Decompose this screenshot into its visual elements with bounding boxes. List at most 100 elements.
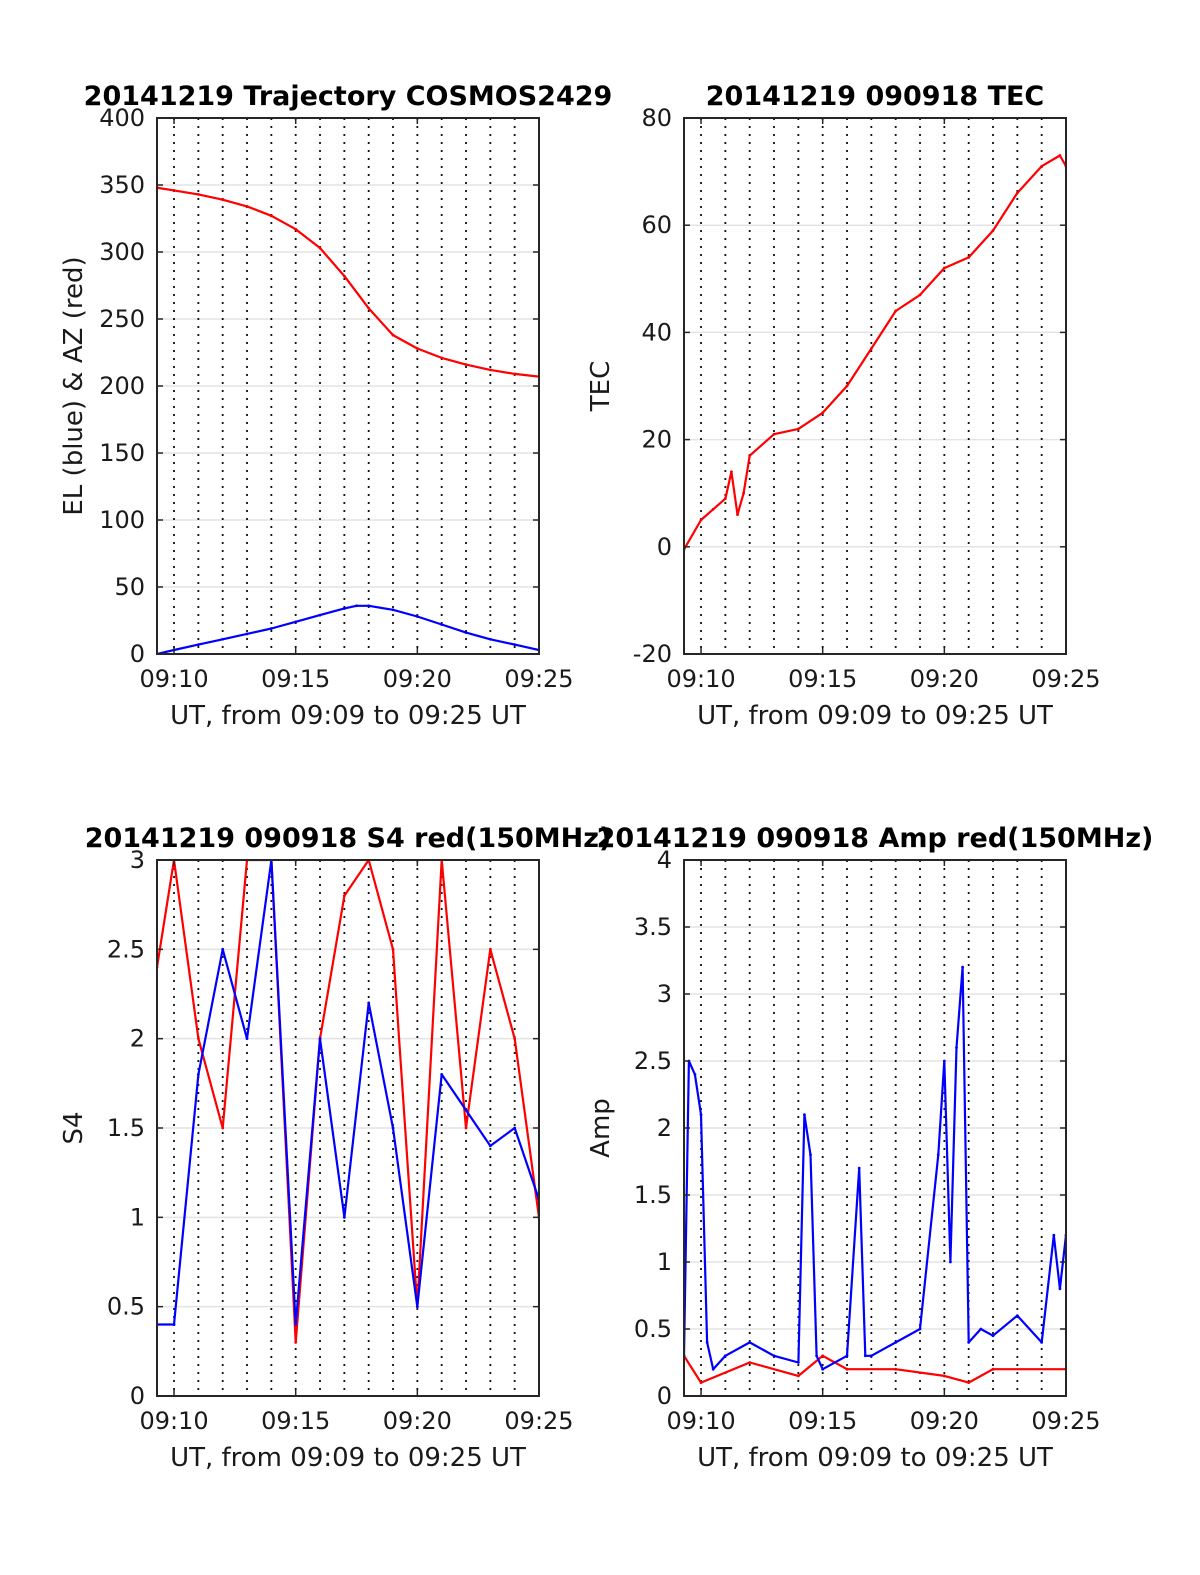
y-tick-label: 3.5 (634, 913, 672, 941)
x-tick-label: 09:20 (383, 1407, 452, 1435)
y-tick-label: 4 (657, 846, 672, 874)
data-point (699, 518, 703, 522)
data-point (942, 1374, 946, 1378)
data-point (821, 411, 825, 415)
data-point (796, 1361, 800, 1364)
data-point (172, 1323, 176, 1326)
data-point (869, 347, 873, 350)
data-point (196, 192, 200, 196)
data-point (367, 1001, 371, 1005)
y-tick-label: 2 (657, 1114, 672, 1142)
x-tick-label: 09:25 (504, 665, 573, 693)
data-point (318, 613, 322, 617)
data-point (772, 1354, 776, 1358)
series-group (157, 186, 539, 654)
data-point (748, 454, 752, 458)
y-tick-label: 3 (657, 980, 672, 1008)
y-tick-label: 2.5 (107, 935, 145, 963)
x-tick-label: 09:10 (666, 665, 735, 693)
data-point (488, 947, 492, 951)
x-tick-label: 09:15 (261, 1407, 330, 1435)
y-axis-label: TEC (586, 361, 616, 412)
y-axis-label: S4 (59, 1111, 89, 1144)
data-point (513, 372, 517, 376)
data-point (955, 1046, 958, 1049)
data-point (355, 604, 358, 608)
data-point (464, 1126, 468, 1130)
data-point (803, 1113, 806, 1116)
y-tick-label: 20 (641, 426, 672, 454)
data-point (742, 491, 746, 495)
data-point (809, 1153, 812, 1157)
data-point (967, 255, 971, 259)
data-point (245, 205, 249, 208)
x-tick-label: 09:25 (1031, 665, 1100, 693)
chart-title: 20141219 Trajectory COSMOS2429 (84, 81, 613, 112)
y-tick-label: 2.5 (634, 1047, 672, 1075)
y-tick-label: 0.5 (107, 1293, 145, 1321)
data-point (869, 1354, 873, 1358)
x-axis-label: UT, from 09:09 to 09:25 UT (170, 1443, 526, 1473)
x-tick-label: 09:10 (666, 1407, 735, 1435)
data-point (391, 608, 395, 612)
data-point (942, 266, 946, 270)
data-point (488, 368, 492, 372)
data-point (391, 333, 395, 337)
series-group (684, 965, 1066, 1384)
data-point (318, 1037, 322, 1041)
axes-box (683, 117, 1067, 655)
data-point (269, 214, 273, 218)
data-point (294, 227, 298, 231)
x-tick-label: 09:20 (383, 665, 452, 693)
chart-panel-4: 0 0.5 1 1.5 2 2.5 3 3.5 4 09:10 09:15 09:20 09:25 201… (586, 823, 1153, 1473)
data-point (1058, 1287, 1062, 1291)
data-point (711, 507, 715, 511)
data-point (730, 470, 733, 474)
data-point (1015, 1314, 1019, 1317)
data-point (294, 1323, 298, 1326)
data-point (936, 1153, 940, 1157)
data-point (991, 1367, 995, 1371)
data-point (367, 306, 371, 310)
y-tick-label: 40 (641, 318, 672, 346)
data-point (772, 432, 776, 436)
data-point (196, 643, 200, 647)
data-point (942, 1059, 946, 1063)
y-tick-label: 200 (99, 372, 145, 400)
y-tick-label: 3 (130, 846, 145, 874)
series-group (684, 154, 1066, 551)
x-tick-label: 09:25 (1031, 1407, 1100, 1435)
data-point (294, 620, 298, 624)
y-tick-label: 0.5 (634, 1315, 672, 1343)
data-point (711, 1367, 715, 1371)
data-point (196, 1073, 200, 1076)
data-point (464, 1108, 468, 1112)
data-point (723, 497, 727, 500)
y-axis-label: Amp (586, 1098, 616, 1158)
data-point (440, 356, 444, 360)
x-tick-label: 09:20 (910, 1407, 979, 1435)
y-tick-label: 80 (641, 104, 672, 132)
x-axis-label: UT, from 09:09 to 09:25 UT (697, 1443, 1053, 1473)
data-point (294, 1341, 298, 1344)
data-point (342, 607, 346, 610)
x-axis-label: UT, from 09:09 to 09:25 UT (697, 701, 1053, 731)
y-tick-label: 0 (130, 1382, 145, 1410)
data-point (949, 1260, 952, 1264)
data-point (967, 1341, 971, 1344)
x-axis-label: UT, from 09:09 to 09:25 UT (170, 701, 526, 731)
data-point (748, 1341, 752, 1344)
y-tick-label: 1 (130, 1203, 145, 1231)
series-line-1 (684, 154, 1066, 551)
data-point (845, 384, 849, 388)
data-point (991, 1334, 995, 1338)
y-tick-label: 150 (99, 439, 145, 467)
y-tick-label: 50 (114, 573, 145, 601)
data-point (415, 615, 419, 618)
data-point (513, 643, 517, 647)
x-tick-label: 09:25 (504, 1407, 573, 1435)
data-point (221, 947, 225, 951)
chart-panel-3: 0 0.5 1 1.5 2 2.5 3 09:10 09:15 09:20 09:25 2014121… (59, 823, 611, 1473)
data-point (440, 1073, 444, 1076)
y-tick-label: 0 (657, 1382, 672, 1410)
